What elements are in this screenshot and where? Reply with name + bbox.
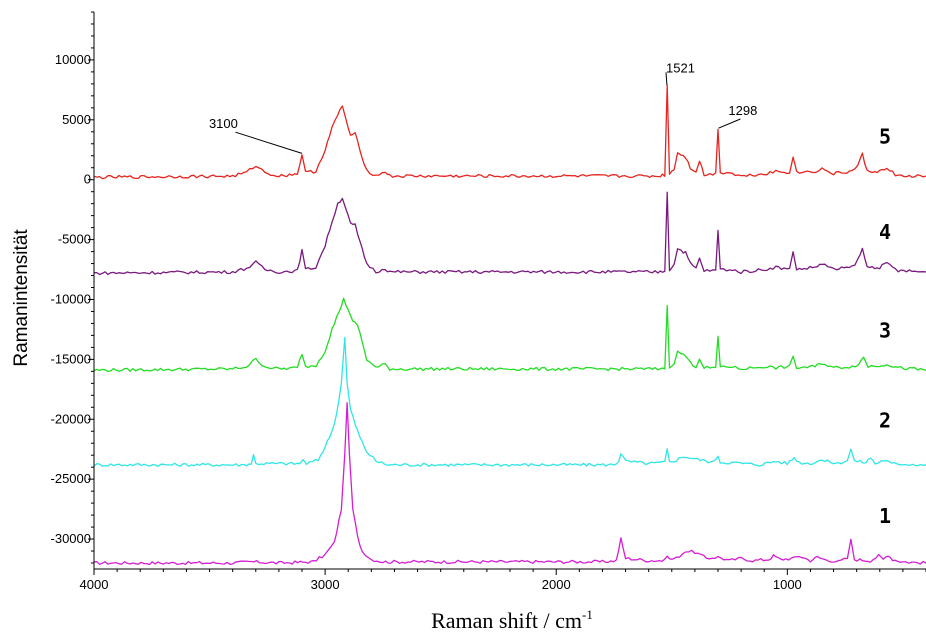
series-label-5: 5 [879, 124, 891, 148]
series-line-5 [93, 84, 926, 180]
series-line-4 [93, 191, 926, 276]
annotation-label-1521: 1521 [666, 60, 695, 75]
y-tick-label: -25000 [51, 471, 91, 486]
axis-layer [93, 12, 926, 570]
annotation-layer: 3100 1521 1298 [209, 60, 757, 154]
y-tick-label: 5000 [62, 112, 91, 127]
series-labels: 1 2 3 4 5 [879, 124, 891, 528]
y-tick-label: -5000 [58, 232, 91, 247]
annotation-label-1298: 1298 [728, 103, 757, 118]
series-layer [93, 84, 926, 566]
series-label-1: 1 [879, 504, 891, 528]
y-ticks: 10000 5000 0 -5000 -10000 -15000 -20000 -25000 -… [51, 11, 94, 564]
series-label-3: 3 [879, 318, 891, 342]
series-label-4: 4 [879, 220, 891, 244]
annotation-leader-1298 [718, 118, 741, 129]
series-line-2 [93, 336, 926, 467]
series-line-3 [93, 297, 926, 373]
x-axis-title: Raman shift / cm-1 [431, 607, 593, 633]
series-label-2: 2 [879, 408, 891, 432]
x-axis-title-superscript: -1 [582, 607, 593, 622]
y-tick-label: 0 [84, 172, 91, 187]
y-tick-label: 10000 [55, 52, 91, 67]
y-tick-label: -10000 [51, 291, 91, 306]
x-axis-title-text: Raman shift / cm [431, 608, 582, 633]
y-tick-label: -30000 [51, 531, 91, 546]
annotation-leader-1521 [665, 72, 668, 86]
y-axis-title: Ramanintensität [11, 229, 32, 367]
x-tick-label: 4000 [80, 577, 109, 592]
y-tick-label: -15000 [51, 351, 91, 366]
annotation-leader-3100 [235, 131, 303, 154]
series-line-1 [93, 402, 926, 566]
x-tick-label: 3000 [311, 577, 340, 592]
y-tick-label: -20000 [51, 411, 91, 426]
x-tick-label: 1000 [773, 577, 802, 592]
annotation-label-3100: 3100 [209, 116, 238, 131]
x-tick-label: 2000 [542, 577, 571, 592]
x-ticks: 4000 3000 2000 1000 [80, 569, 926, 592]
